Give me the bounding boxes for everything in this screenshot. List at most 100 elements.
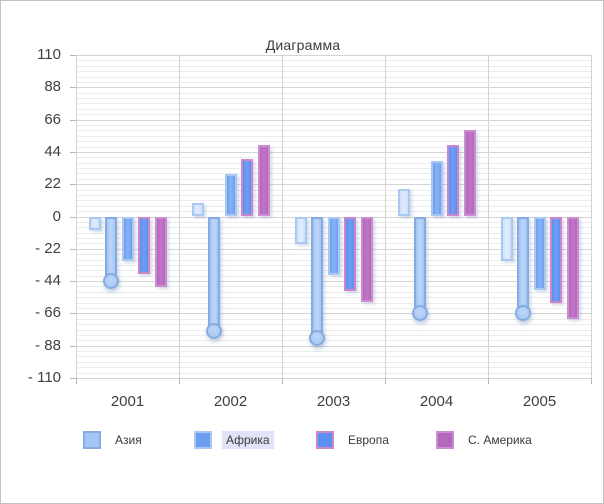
gridline-minor	[76, 308, 591, 310]
plot-area	[76, 55, 592, 379]
y-axis-tick	[70, 313, 76, 315]
gridline-minor	[76, 168, 591, 170]
legend-item-n-america[interactable]: С. Америка	[436, 430, 536, 450]
gridline-minor	[76, 291, 591, 293]
gridline-minor	[76, 135, 591, 137]
gridline-major	[76, 119, 591, 121]
y-axis-tick	[70, 119, 76, 121]
gridline-minor	[76, 189, 591, 191]
x-axis-tick	[282, 378, 283, 384]
bar-С. Америка-2004	[463, 129, 476, 217]
gridline-minor	[76, 81, 591, 83]
x-axis-tick	[488, 378, 489, 384]
bar-Африка-2004	[430, 160, 443, 217]
gridline-minor	[76, 60, 591, 62]
gridline-vertical	[488, 55, 489, 378]
gridline-minor	[76, 356, 591, 358]
bar-С. Америка-2002	[257, 144, 270, 217]
y-axis-tick	[70, 345, 76, 347]
gridline-minor	[76, 162, 591, 164]
legend-label-n-america: С. Америка	[468, 433, 532, 447]
gridline-minor	[76, 340, 591, 342]
gridline-minor	[76, 98, 591, 100]
legend-swatch-n-america	[436, 431, 454, 449]
gridline-major	[76, 87, 591, 89]
y-axis-tick-label: 88	[44, 78, 61, 96]
gridline-minor	[76, 103, 591, 105]
gridline-minor	[76, 194, 591, 196]
gridline-minor	[76, 173, 591, 175]
gridline-minor	[76, 200, 591, 202]
gridline-minor	[76, 141, 591, 143]
gridline-vertical	[179, 55, 180, 378]
y-axis-tick-label: 0	[52, 207, 61, 225]
gridline-minor	[76, 130, 591, 132]
bar-Азия-2002	[208, 216, 220, 332]
bar-Европа-2004	[447, 144, 459, 217]
gridline-minor	[76, 351, 591, 353]
x-axis-tick-label: 2003	[316, 393, 351, 410]
legend-item-africa[interactable]: Африка	[194, 430, 274, 450]
bar-series0-2005	[500, 216, 513, 261]
y-axis-tick	[70, 184, 76, 186]
x-axis-tick-label: 2001	[110, 393, 145, 410]
y-axis-tick	[70, 281, 76, 283]
bar-bullet	[309, 330, 325, 347]
gridline-minor	[76, 286, 591, 288]
gridline-major	[76, 378, 591, 379]
bar-Африка-2003	[327, 216, 340, 276]
legend-item-europe[interactable]: Европа	[316, 430, 393, 450]
gridline-vertical	[282, 55, 283, 378]
legend-item-asia[interactable]: Азия	[83, 430, 146, 450]
gridline-minor	[76, 302, 591, 304]
y-axis-tick	[70, 55, 76, 56]
gridline-minor	[76, 329, 591, 331]
gridline-minor	[76, 114, 591, 116]
x-axis-tick-label: 2004	[419, 393, 454, 410]
bar-С. Америка-2001	[154, 216, 167, 287]
gridline-minor	[76, 205, 591, 207]
chart-title: Диаграмма	[265, 37, 341, 53]
bar-Азия-2005	[517, 216, 529, 314]
gridline-minor	[76, 157, 591, 159]
y-axis-tick	[70, 151, 76, 153]
legend-label-europe: Европа	[348, 433, 389, 447]
legend-label-asia: Азия	[115, 433, 142, 447]
gridline-minor	[76, 275, 591, 277]
bar-Европа-2003	[344, 216, 356, 292]
bar-bullet	[103, 273, 119, 290]
gridline-minor	[76, 318, 591, 320]
bar-series0-2004	[397, 188, 410, 217]
y-axis-tick	[70, 87, 76, 89]
y-axis-tick-label: 66	[44, 110, 61, 128]
gridline-vertical	[76, 55, 77, 378]
y-axis-tick-label: - 22	[35, 239, 61, 257]
bar-Африка-2005	[533, 216, 546, 290]
legend-swatch-asia	[83, 431, 101, 449]
x-axis-tick	[385, 378, 386, 384]
gridline-minor	[76, 297, 591, 299]
bar-bullet	[206, 323, 222, 340]
x-axis-tick-label: 2005	[522, 393, 557, 410]
bar-Азия-2001	[105, 216, 117, 282]
bar-bullet	[515, 305, 531, 322]
y-axis-tick	[70, 216, 76, 218]
gridline-major	[76, 151, 591, 153]
gridline-major	[76, 345, 591, 347]
y-axis-tick-label: - 110	[27, 369, 61, 386]
y-axis-tick-label: 44	[44, 142, 61, 160]
x-axis-tick	[76, 378, 77, 384]
y-axis-tick-label: - 44	[35, 272, 61, 290]
gridline-major	[76, 55, 591, 56]
gridline-minor	[76, 334, 591, 336]
gridline-minor	[76, 108, 591, 110]
y-axis-tick-label: 22	[44, 175, 61, 193]
gridline-minor	[76, 92, 591, 94]
gridline-minor	[76, 65, 591, 67]
gridline-minor	[76, 324, 591, 326]
legend-swatch-africa	[194, 431, 212, 449]
gridline-major	[76, 313, 591, 315]
gridline-minor	[76, 372, 591, 374]
bar-bullet	[412, 305, 428, 322]
